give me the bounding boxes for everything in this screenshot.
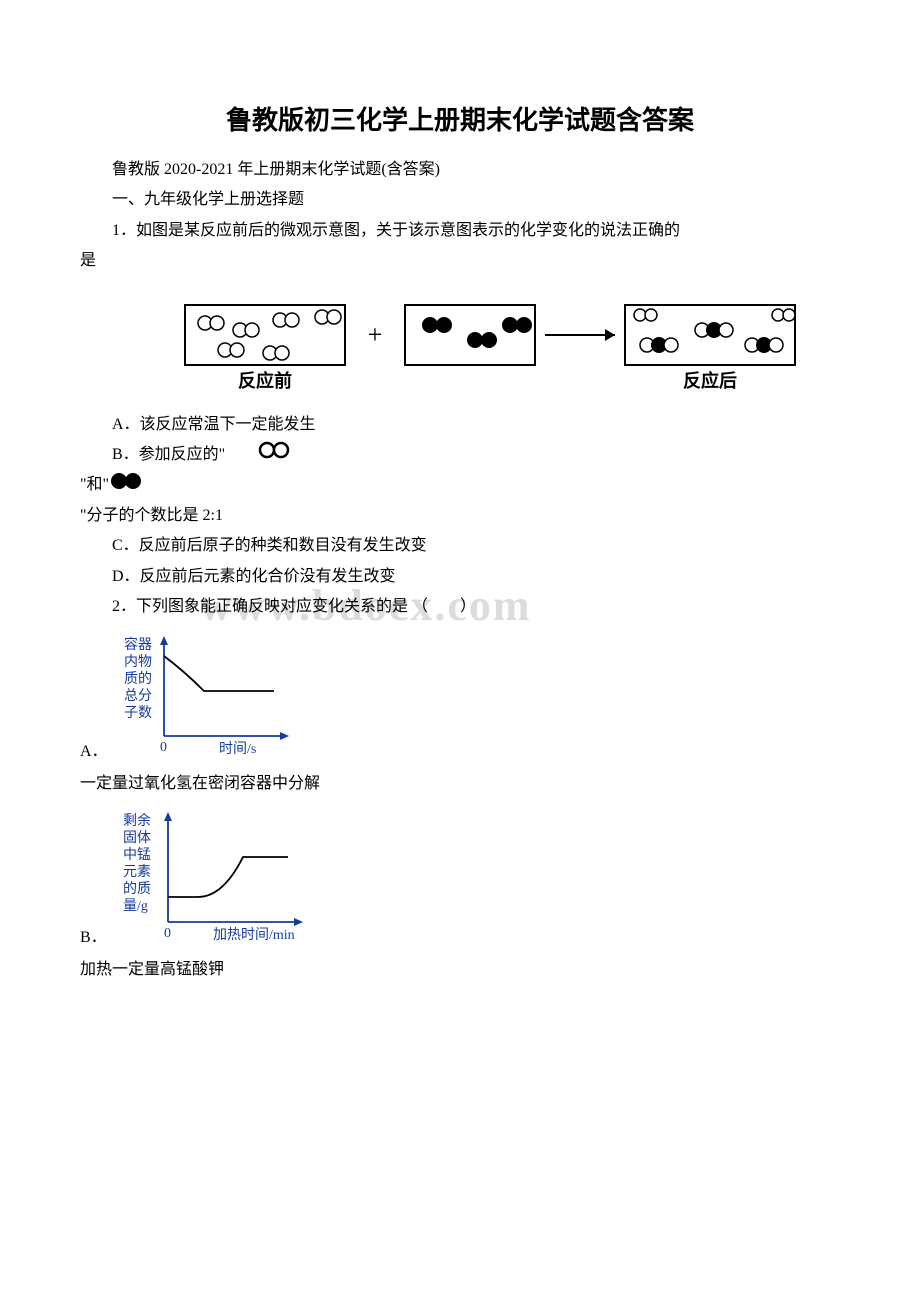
q1-stem-line1: 1．如图是某反应前后的微观示意图，关于该示意图表示的化学变化的说法正确的 (80, 216, 840, 246)
svg-text:的质: 的质 (123, 881, 151, 897)
plus-sign: + (368, 320, 383, 349)
svg-text:内物: 内物 (124, 654, 152, 670)
svg-text:中锰: 中锰 (123, 847, 151, 863)
q1-option-b-line2: "和" (80, 470, 840, 501)
open-molecule-icon (225, 440, 291, 470)
q2-chart-b-label: B． (80, 923, 107, 947)
before-label: 反应前 (238, 370, 292, 391)
svg-text:固体: 固体 (123, 830, 151, 846)
svg-text:时间/s: 时间/s (219, 741, 256, 757)
section-header: 一、九年级化学上册选择题 (80, 185, 840, 215)
q1-option-a: A．该反应常温下一定能发生 (80, 410, 840, 440)
q1-reaction-diagram: 反应前 + 反应 (180, 295, 840, 400)
q1-optb-mid: "和" (80, 476, 109, 493)
q1-option-b-line3: "分子的个数比是 2:1 (80, 501, 840, 531)
svg-text:元素: 元素 (123, 864, 151, 880)
q1-stem-line2: 是 (80, 246, 840, 276)
svg-text:0: 0 (164, 926, 171, 941)
svg-text:总分: 总分 (124, 688, 152, 704)
q1-option-b-line1: B．参加反应的" (80, 440, 840, 471)
solid-molecule-icon (109, 471, 143, 501)
page-title: 鲁教版初三化学上册期末化学试题含答案 (80, 100, 840, 137)
subtitle: 鲁教版 2020-2021 年上册期末化学试题(含答案) (80, 155, 840, 185)
q1-option-c: C．反应前后原子的种类和数目没有发生改变 (80, 531, 840, 561)
q1-optb-prefix: B．参加反应的" (112, 446, 225, 463)
q2-chart-a-label: A． (80, 737, 108, 761)
svg-text:质的: 质的 (124, 671, 152, 687)
svg-text:量/g: 量/g (123, 898, 148, 914)
svg-text:0: 0 (160, 740, 167, 755)
svg-text:加热时间/min: 加热时间/min (213, 927, 295, 943)
q2-chart-a: A． 容器 内物 质的 总分 子数 0 时间/s (80, 631, 840, 761)
q2-stem: 2．下列图象能正确反映对应变化关系的是 （ ） (80, 592, 840, 622)
q2-chart-b-caption: 加热一定量高锰酸钾 (80, 955, 840, 985)
q2-chart-a-caption: 一定量过氧化氢在密闭容器中分解 (80, 769, 840, 799)
svg-text:容器: 容器 (124, 636, 152, 653)
q2-chart-b: B． 剩余 固体 中锰 元素 的质 量/g 0 加热时间/min (80, 807, 840, 947)
svg-text:子数: 子数 (124, 705, 152, 721)
svg-text:剩余: 剩余 (123, 812, 151, 829)
after-label: 反应后 (683, 370, 737, 391)
q1-option-d: D．反应前后元素的化合价没有发生改变 (80, 562, 840, 592)
